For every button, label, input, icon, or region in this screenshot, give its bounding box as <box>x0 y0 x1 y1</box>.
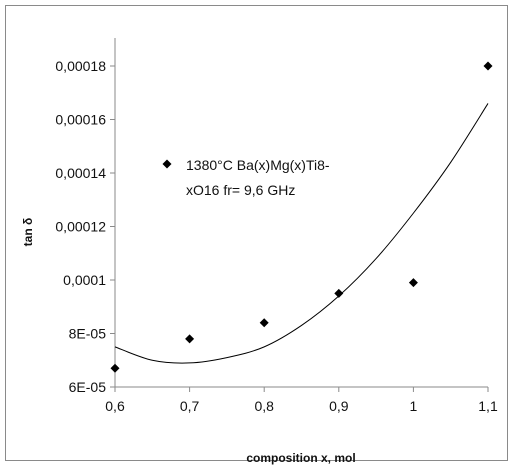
trendline <box>114 103 489 364</box>
data-points <box>110 61 493 373</box>
x-tick-label: 0,8 <box>254 398 274 414</box>
y-tick-label: 0,00014 <box>55 165 106 181</box>
data-point <box>483 61 493 71</box>
x-tick-label: 0,6 <box>105 398 125 414</box>
y-tick-label: 0,00012 <box>55 219 106 235</box>
x-axis-title: composition x, mol <box>246 451 355 465</box>
y-axis-title: tan δ <box>21 218 35 247</box>
legend-label: 1380°C Ba(x)Mg(x)Ti8- <box>186 157 330 173</box>
x-tick-label: 0,9 <box>329 398 349 414</box>
y-tick-label: 0,0001 <box>63 272 106 288</box>
tick-labels: 6E-05 8E-05 0,0001 0,00012 0,00014 0,00016 0,0… <box>55 58 498 414</box>
data-point <box>259 318 269 328</box>
legend-label: xO16 fr= 9,6 GHz <box>186 182 295 198</box>
y-tick-label: 0,00018 <box>55 58 106 74</box>
axes <box>110 38 489 392</box>
x-tick-label: 0,7 <box>180 398 200 414</box>
legend-marker <box>162 159 172 169</box>
y-tick-label: 0,00016 <box>55 112 106 128</box>
legend: 1380°C Ba(x)Mg(x)Ti8- xO16 fr= 9,6 GHz <box>162 157 330 198</box>
data-point <box>185 334 195 344</box>
chart-frame <box>5 5 508 461</box>
x-tick-label: 1 <box>410 398 418 414</box>
x-tick-label: 1,1 <box>478 398 498 414</box>
data-point <box>334 288 344 298</box>
trendline-group <box>114 103 489 364</box>
y-tick-label: 6E-05 <box>69 379 107 395</box>
y-tick-label: 8E-05 <box>69 326 107 342</box>
data-point <box>408 278 418 288</box>
data-point <box>110 363 120 373</box>
